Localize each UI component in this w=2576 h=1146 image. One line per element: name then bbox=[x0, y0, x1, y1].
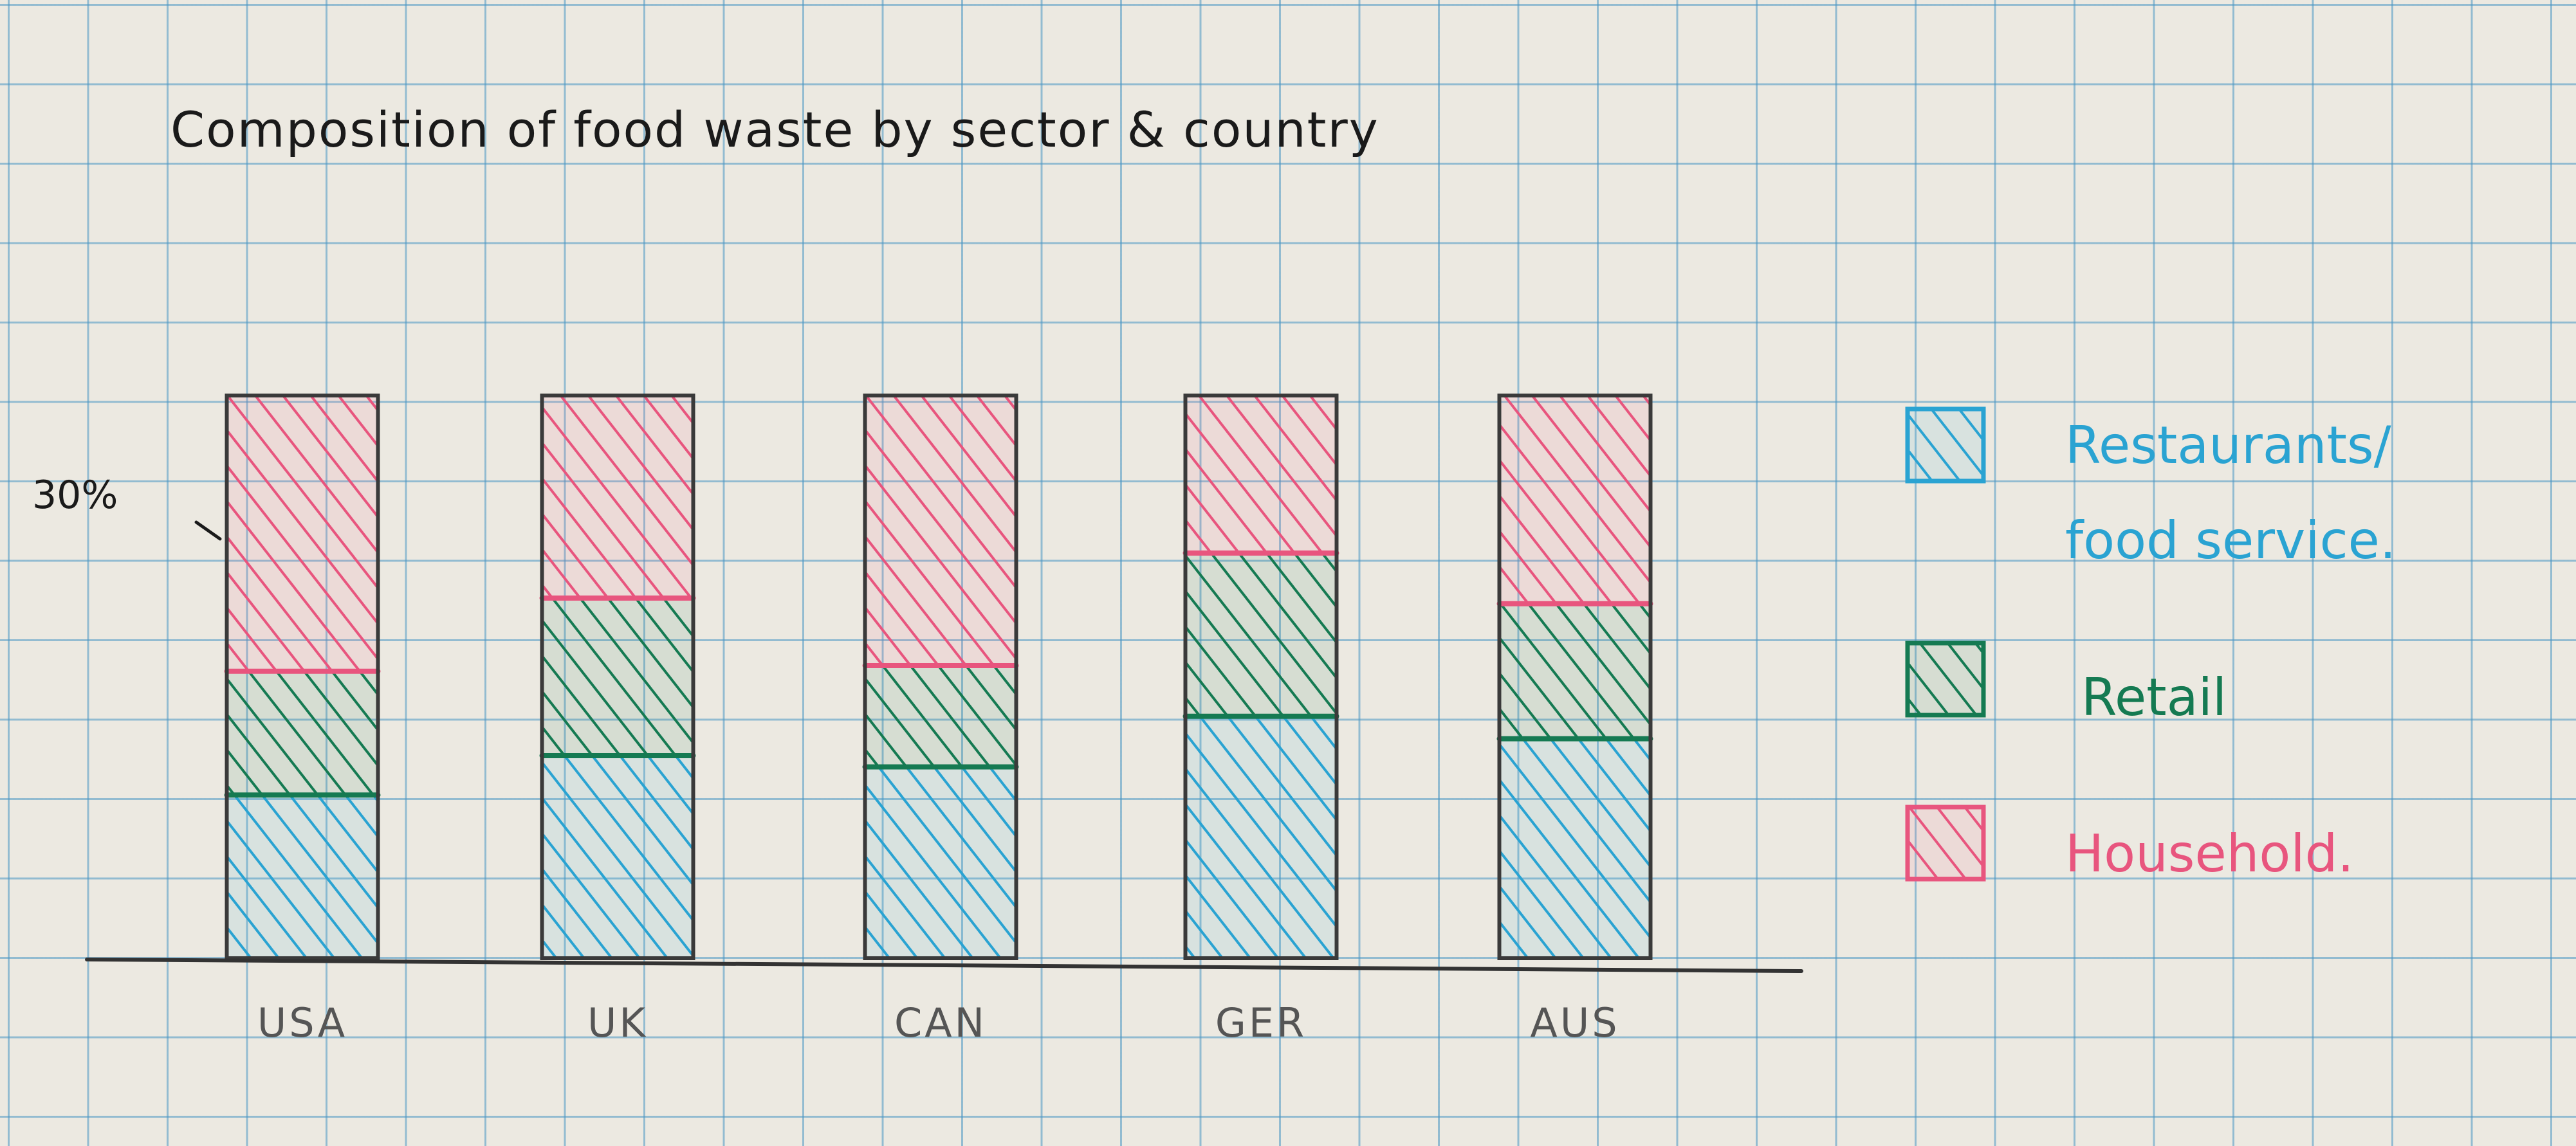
x-axis-baseline bbox=[85, 958, 1803, 973]
bar-ger-series-2 bbox=[1185, 396, 1337, 553]
bar-aus-series-1 bbox=[1499, 603, 1651, 739]
legend-label: Retail bbox=[2081, 668, 2227, 727]
chart-title: Composition of food waste by sector & co… bbox=[170, 101, 1379, 158]
bar-can-series-2 bbox=[865, 396, 1017, 666]
legend-label: Restaurants/food service. bbox=[2065, 415, 2396, 570]
bar-aus-series-0 bbox=[1499, 738, 1651, 958]
x-tick-label: CAN bbox=[894, 999, 987, 1046]
bars-group bbox=[224, 394, 1653, 960]
x-tick-label: AUS bbox=[1530, 999, 1619, 1046]
bar-outline-ger bbox=[1183, 394, 1339, 960]
legend: Restaurants/food service. Retail Household… bbox=[1905, 406, 2396, 884]
bar-ger-series-1 bbox=[1185, 553, 1337, 716]
bar-usa-series-2 bbox=[226, 396, 378, 671]
x-tick-label: UK bbox=[587, 999, 648, 1046]
x-tick-label: GER bbox=[1215, 999, 1307, 1046]
bar-usa-series-0 bbox=[226, 795, 378, 958]
bar-outline-aus bbox=[1497, 394, 1653, 960]
bar-can-series-0 bbox=[865, 767, 1017, 958]
bar-outline-usa bbox=[225, 394, 380, 960]
legend-label: Household. bbox=[2065, 824, 2354, 884]
legend-swatch bbox=[1905, 641, 1986, 718]
bar-outline-can bbox=[863, 394, 1018, 960]
x-tick-label: USA bbox=[257, 999, 347, 1046]
bar-can-series-1 bbox=[865, 666, 1017, 767]
bar-outline-uk bbox=[540, 394, 695, 960]
legend-swatch bbox=[1905, 805, 1986, 882]
bar-uk-series-1 bbox=[542, 598, 694, 756]
bar-ger-series-0 bbox=[1185, 716, 1337, 958]
bar-aus-series-2 bbox=[1499, 396, 1651, 604]
x-tick-labels: USA UK CAN GER AUS bbox=[257, 999, 1619, 1046]
legend-swatch bbox=[1905, 406, 1986, 484]
bar-uk-series-2 bbox=[542, 396, 694, 598]
bar-uk-series-0 bbox=[542, 756, 694, 958]
y-marker-tick bbox=[194, 520, 222, 541]
y-marker-label: 30% bbox=[32, 473, 118, 518]
bar-usa-series-1 bbox=[226, 671, 378, 796]
